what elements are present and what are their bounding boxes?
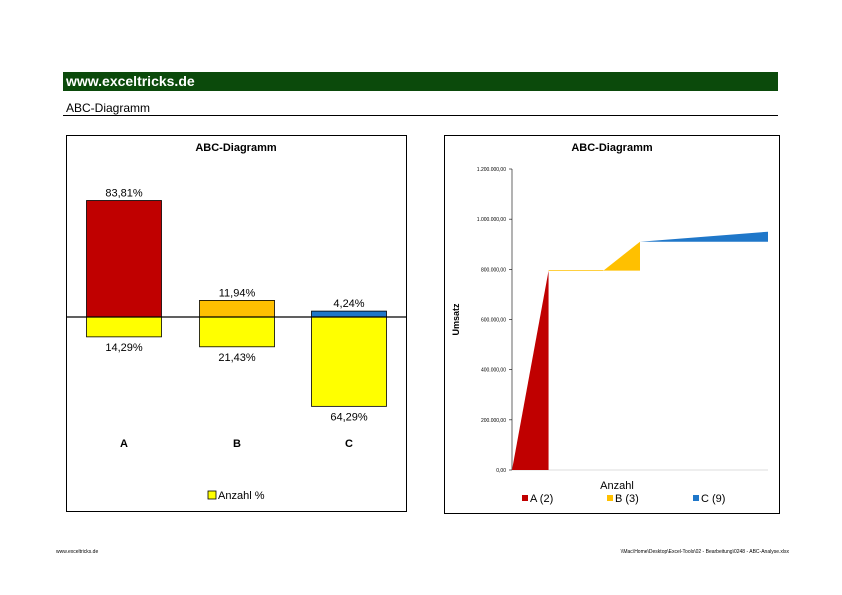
legend-label-anzahl: Anzahl %	[218, 490, 265, 502]
y-tick-label: 600.000,00	[481, 318, 506, 324]
area-series-a	[512, 270, 549, 470]
legend-swatch-b	[607, 495, 613, 501]
legend-swatch-a	[522, 495, 528, 501]
x-axis-title: Anzahl	[600, 480, 634, 492]
y-tick-label: 200.000,00	[481, 418, 506, 424]
y-tick-label: 400.000,00	[481, 368, 506, 374]
legend-label-b: B (3)	[615, 493, 639, 505]
area-series-b	[603, 241, 640, 271]
footer-site: www.exceltricks.de	[56, 549, 99, 555]
bar-umsatz-b	[199, 300, 275, 318]
area-series-c	[640, 231, 768, 242]
footer-file-path: \\Mac\Home\Desktop\Excel-Tools\02 - Bear…	[620, 549, 789, 555]
data-label-anzahl-a: 14,29%	[105, 342, 143, 354]
chart-title: ABC-Diagramm	[571, 142, 653, 154]
data-label-umsatz-c: 4,24%	[333, 298, 364, 310]
data-label-anzahl-c: 64,29%	[330, 411, 368, 423]
abc-area-chart-svg: ABC-Diagramm 0,00 200.000,00 400.000,00 600.…	[451, 142, 768, 505]
legend-swatch-anzahl	[207, 490, 217, 500]
y-tick-label: 1.200.000,00	[477, 167, 506, 173]
data-label-umsatz-b: 11,94%	[219, 287, 256, 299]
abc-bar-chart-svg: ABC-Diagramm 83,81% 14,29% A 11,94% 21,43% B 4,…	[67, 142, 406, 502]
bar-anzahl-b	[199, 316, 275, 348]
bar-umsatz-a	[86, 200, 162, 318]
legend-swatch-c	[693, 495, 699, 501]
y-tick-label: 1.000.000,00	[477, 217, 506, 223]
y-axis-title: Umsatz	[451, 303, 461, 336]
category-label-b: B	[233, 438, 241, 450]
data-label-umsatz-a: 83,81%	[105, 188, 143, 200]
legend-label-a: A (2)	[530, 493, 553, 505]
y-tick-label: 0,00	[496, 468, 506, 474]
abc-area-chart: ABC-Diagramm 0,00 200.000,00 400.000,00 600.…	[444, 135, 780, 514]
abc-bar-chart: ABC-Diagramm 83,81% 14,29% A 11,94% 21,43% B 4,…	[66, 135, 407, 512]
chart-title: ABC-Diagramm	[195, 142, 277, 154]
category-label-c: C	[345, 438, 353, 450]
data-label-anzahl-b: 21,43%	[218, 352, 256, 364]
site-banner: www.exceltricks.de	[63, 72, 778, 91]
legend-label-c: C (9)	[701, 493, 725, 505]
bar-anzahl-c	[311, 316, 387, 407]
bar-anzahl-a	[86, 316, 162, 338]
page-subtitle: ABC-Diagramm	[63, 101, 778, 116]
y-tick-label: 800.000,00	[481, 267, 506, 273]
category-label-a: A	[120, 438, 128, 450]
bar-umsatz-c	[311, 310, 387, 318]
